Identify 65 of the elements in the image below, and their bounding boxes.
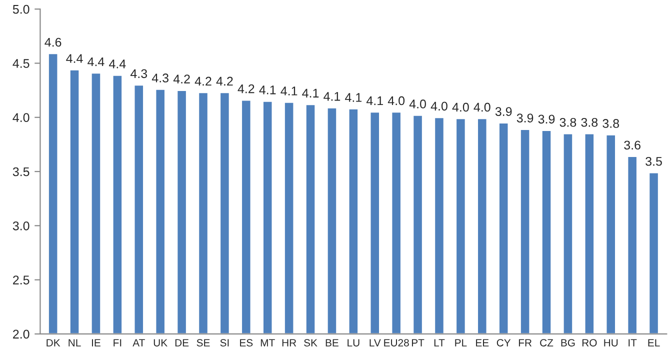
data-label: 4.2 [173,74,190,84]
data-label: 4.0 [409,100,426,108]
x-tick-label: BE [326,339,338,346]
x-tick-label: LV [370,339,381,346]
y-tick-label: 4.5 [12,59,30,68]
x-tick-label: RO [582,339,597,346]
x-tick-label: BG [561,339,575,346]
x-tick-label: CZ [540,339,554,346]
data-label: 4.0 [388,96,405,106]
y-tick-label: 5.0 [12,4,30,14]
data-label: 3.9 [516,114,534,122]
data-label: 4.2 [194,76,212,86]
x-tick-label: CY [496,339,511,346]
x-tick-label: IT [628,339,637,346]
data-label: 4.1 [345,93,362,102]
data-label: 4.2 [216,76,233,86]
data-label: 4.1 [280,86,298,96]
x-tick-label: PT [412,339,424,346]
x-tick-label: PL [455,339,467,346]
x-tick-label: FR [518,339,532,346]
y-tick-label: 3.5 [12,167,30,176]
data-label: 3.6 [624,140,640,150]
x-tick-label: LU [348,339,360,346]
x-tick-label: DK [46,339,60,346]
x-tick-label: UK [154,339,168,346]
x-tick-label: AT [132,339,145,346]
data-label: 4.2 [238,84,254,94]
data-label: 4.0 [452,102,469,112]
data-label: 3.8 [602,119,620,128]
x-tick-label: ES [240,339,253,346]
y-tick-label: 2.5 [13,276,30,284]
data-label: 3.5 [646,156,662,166]
data-label: 4.0 [474,102,490,112]
x-tick-label: LT [434,339,445,346]
y-tick-label: 2.0 [13,330,30,339]
y-tick-label: 3.0 [12,221,30,230]
data-label: 4.1 [324,92,340,101]
data-label: 3.9 [538,114,555,124]
data-label: 4.4 [88,57,104,66]
x-tick-label: HR [282,339,296,346]
data-label: 4.3 [152,74,168,82]
x-tick-label: EU28 [384,339,409,346]
x-tick-label: SK [304,339,318,346]
x-tick-label: HU [604,339,618,346]
data-label: 3.8 [560,118,576,127]
data-label: 4.1 [366,96,383,106]
data-label: 4.6 [44,38,62,47]
data-label: 4.1 [259,86,276,94]
data-label: 4.1 [302,88,319,98]
data-label: 3.9 [495,107,512,116]
data-label: 4.0 [430,102,448,111]
data-label: 4.4 [109,60,126,68]
x-tick-label: MT [260,339,275,346]
y-tick-label: 4.0 [12,113,30,122]
data-label: 4.3 [130,69,148,78]
x-tick-label: FI [114,339,122,346]
x-tick-label: EL [648,339,660,346]
x-tick-label: IE [92,339,100,346]
data-label: 4.4 [66,54,83,63]
x-tick-label: SE [196,339,210,346]
x-tick-label: NL [68,339,81,346]
x-tick-label: SI [220,339,229,346]
x-tick-label: DE [175,339,189,346]
data-label: 3.8 [581,118,598,127]
x-tick-label: EE [476,339,489,346]
